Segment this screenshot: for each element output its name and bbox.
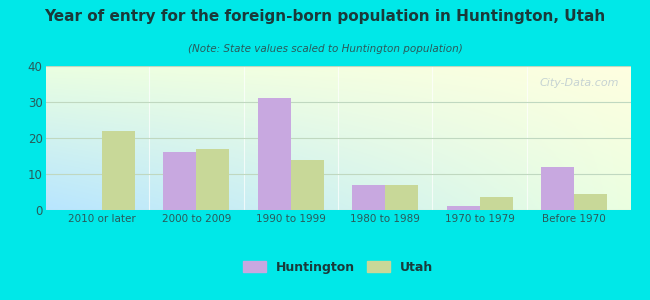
- Bar: [196, 149, 229, 210]
- Bar: [541, 167, 574, 210]
- Text: City-Data.com: City-Data.com: [540, 77, 619, 88]
- Bar: [163, 152, 196, 210]
- Bar: [291, 160, 324, 210]
- Bar: [480, 197, 513, 210]
- Bar: [574, 194, 607, 210]
- Bar: [385, 185, 418, 210]
- Legend: Huntington, Utah: Huntington, Utah: [238, 256, 438, 279]
- Bar: [352, 185, 385, 210]
- Bar: [258, 98, 291, 210]
- Bar: [447, 206, 480, 210]
- Bar: [102, 131, 135, 210]
- Text: (Note: State values scaled to Huntington population): (Note: State values scaled to Huntington…: [188, 44, 462, 53]
- Text: Year of entry for the foreign-born population in Huntington, Utah: Year of entry for the foreign-born popul…: [44, 9, 606, 24]
